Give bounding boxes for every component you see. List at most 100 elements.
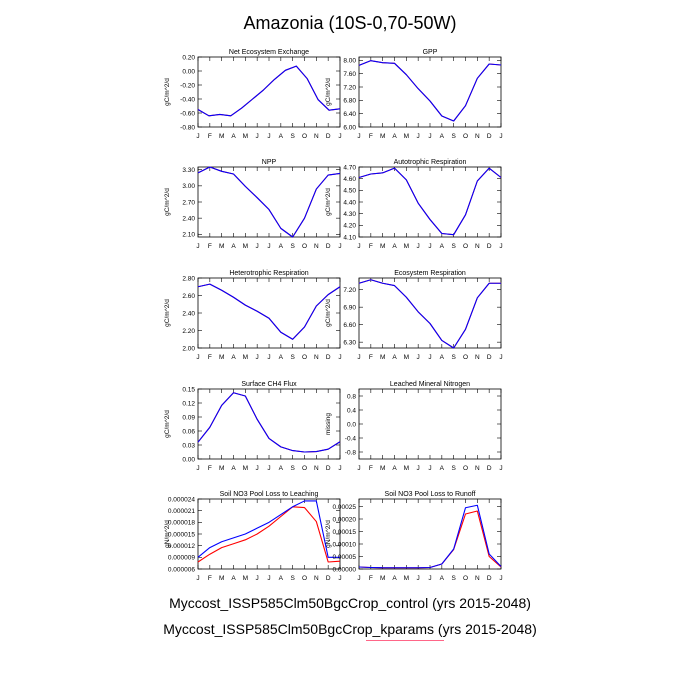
panel-title: Ecosystem Respiration <box>394 270 466 277</box>
y-tick-label: 0.03 <box>182 442 195 449</box>
chart-leached-mineral-nitrogen: Leached Mineral Nitrogen missing 0.8 0.4 0.0… <box>325 381 503 472</box>
y-tick-label: 6.40 <box>343 111 356 118</box>
x-tick-label: O <box>463 575 468 582</box>
x-tick-label: A <box>279 465 284 472</box>
series-line-control <box>197 392 341 453</box>
y-tick-label: -0.8 <box>345 449 357 456</box>
plot-frame <box>358 498 502 570</box>
x-tick-label: J <box>417 243 420 250</box>
x-tick-label: D <box>487 354 492 361</box>
x-tick-label: O <box>302 133 307 140</box>
x-tick-label: N <box>475 465 480 472</box>
x-tick-label: O <box>463 354 468 361</box>
y-axis-label: gC/m^2/d <box>164 188 171 216</box>
y-tick-label: 0.000012 <box>168 543 195 550</box>
x-tick-label: J <box>428 243 431 250</box>
x-tick-label: A <box>231 243 236 250</box>
x-tick-label: M <box>404 354 409 361</box>
x-tick-label: A <box>392 243 397 250</box>
x-tick-label: D <box>487 465 492 472</box>
y-axis-label: gN/m^2/d <box>325 520 332 548</box>
y-tick-label: 0.12 <box>182 400 195 407</box>
y-tick-label: 3.00 <box>182 183 195 190</box>
chart-heterotrophic-respiration: Heterotrophic Respiration gC/m^2/d 2.80 2.6… <box>164 270 342 361</box>
panel-title: Heterotrophic Respiration <box>229 270 308 277</box>
series-line-kparams <box>197 65 341 117</box>
series-line-kparams <box>197 506 341 563</box>
x-tick-label: S <box>451 243 456 250</box>
x-tick-label: M <box>404 243 409 250</box>
panel-title: Leached Mineral Nitrogen <box>390 381 470 388</box>
x-tick-label: J <box>196 465 199 472</box>
x-tick-label: N <box>314 354 319 361</box>
x-tick-label: J <box>338 575 341 582</box>
y-tick-label: 2.40 <box>182 310 195 317</box>
series-line-control <box>358 504 502 569</box>
x-tick-label: J <box>428 465 431 472</box>
x-tick-label: M <box>380 465 385 472</box>
y-tick-label: 0.4 <box>347 407 356 414</box>
y-tick-label: 8.00 <box>343 58 356 65</box>
x-tick-label: J <box>338 243 341 250</box>
series-line-kparams <box>197 283 341 340</box>
x-tick-label: N <box>475 243 480 250</box>
series-line-control <box>197 65 341 117</box>
series-line-control <box>197 166 341 238</box>
x-tick-label: F <box>208 243 212 250</box>
y-tick-label: -0.40 <box>180 96 195 103</box>
x-tick-label: A <box>279 133 284 140</box>
y-axis-label: missing <box>325 413 332 435</box>
x-tick-label: J <box>499 575 502 582</box>
y-tick-label: -0.20 <box>180 82 195 89</box>
x-tick-label: O <box>302 575 307 582</box>
x-tick-label: N <box>475 133 480 140</box>
series-line-kparams <box>197 392 341 453</box>
x-tick-label: J <box>338 465 341 472</box>
x-tick-label: J <box>357 575 360 582</box>
x-tick-label: A <box>231 575 236 582</box>
y-tick-label: 4.30 <box>343 211 356 218</box>
y-tick-label: 0.8 <box>347 393 356 400</box>
x-tick-label: M <box>219 575 224 582</box>
x-tick-label: M <box>380 243 385 250</box>
x-tick-label: F <box>369 465 373 472</box>
x-tick-label: S <box>451 575 456 582</box>
y-tick-label: 4.20 <box>343 223 356 230</box>
series-line-kparams <box>358 279 501 349</box>
series-line-kparams <box>358 60 502 122</box>
x-tick-label: F <box>369 575 373 582</box>
x-tick-label: J <box>338 133 341 140</box>
x-tick-label: A <box>279 243 284 250</box>
x-tick-label: J <box>499 243 502 250</box>
chart-net-ecosystem-exchange: Net Ecosystem Exchange gC/m^2/d 0.20 0.00 -0… <box>164 49 342 140</box>
y-tick-label: 0.15 <box>182 386 195 393</box>
y-tick-label: 0.00025 <box>333 504 357 511</box>
y-axis-label: gC/m^2/d <box>325 188 332 216</box>
x-tick-label: J <box>428 575 431 582</box>
x-tick-label: F <box>369 133 373 140</box>
x-tick-label: M <box>219 465 224 472</box>
y-tick-label: 6.30 <box>343 339 356 346</box>
x-tick-label: J <box>267 243 270 250</box>
y-axis-label: gC/m^2/d <box>325 299 332 327</box>
x-tick-label: A <box>279 575 284 582</box>
legend-entry-control: Myccost_ISSP585Clm50BgcCrop_control (yrs… <box>169 595 531 611</box>
x-tick-label: O <box>302 465 307 472</box>
x-tick-label: J <box>267 133 270 140</box>
x-tick-label: J <box>256 133 259 140</box>
chart-ecosystem-respiration: Ecosystem Respiration gC/m^2/d 7.20 6.90 6.6… <box>325 270 503 361</box>
x-tick-label: S <box>451 133 456 140</box>
x-tick-label: A <box>231 354 236 361</box>
panel-title: Net Ecosystem Exchange <box>229 49 309 56</box>
y-tick-label: 0.000009 <box>168 555 195 562</box>
y-tick-label: 6.60 <box>343 322 356 329</box>
x-tick-label: M <box>380 575 385 582</box>
x-tick-label: J <box>256 575 259 582</box>
legend-kparams-underline <box>366 640 444 641</box>
x-tick-label: D <box>326 133 331 140</box>
y-tick-label: 0.00 <box>182 456 195 463</box>
x-tick-label: O <box>463 243 468 250</box>
y-tick-label: 4.60 <box>343 176 356 183</box>
